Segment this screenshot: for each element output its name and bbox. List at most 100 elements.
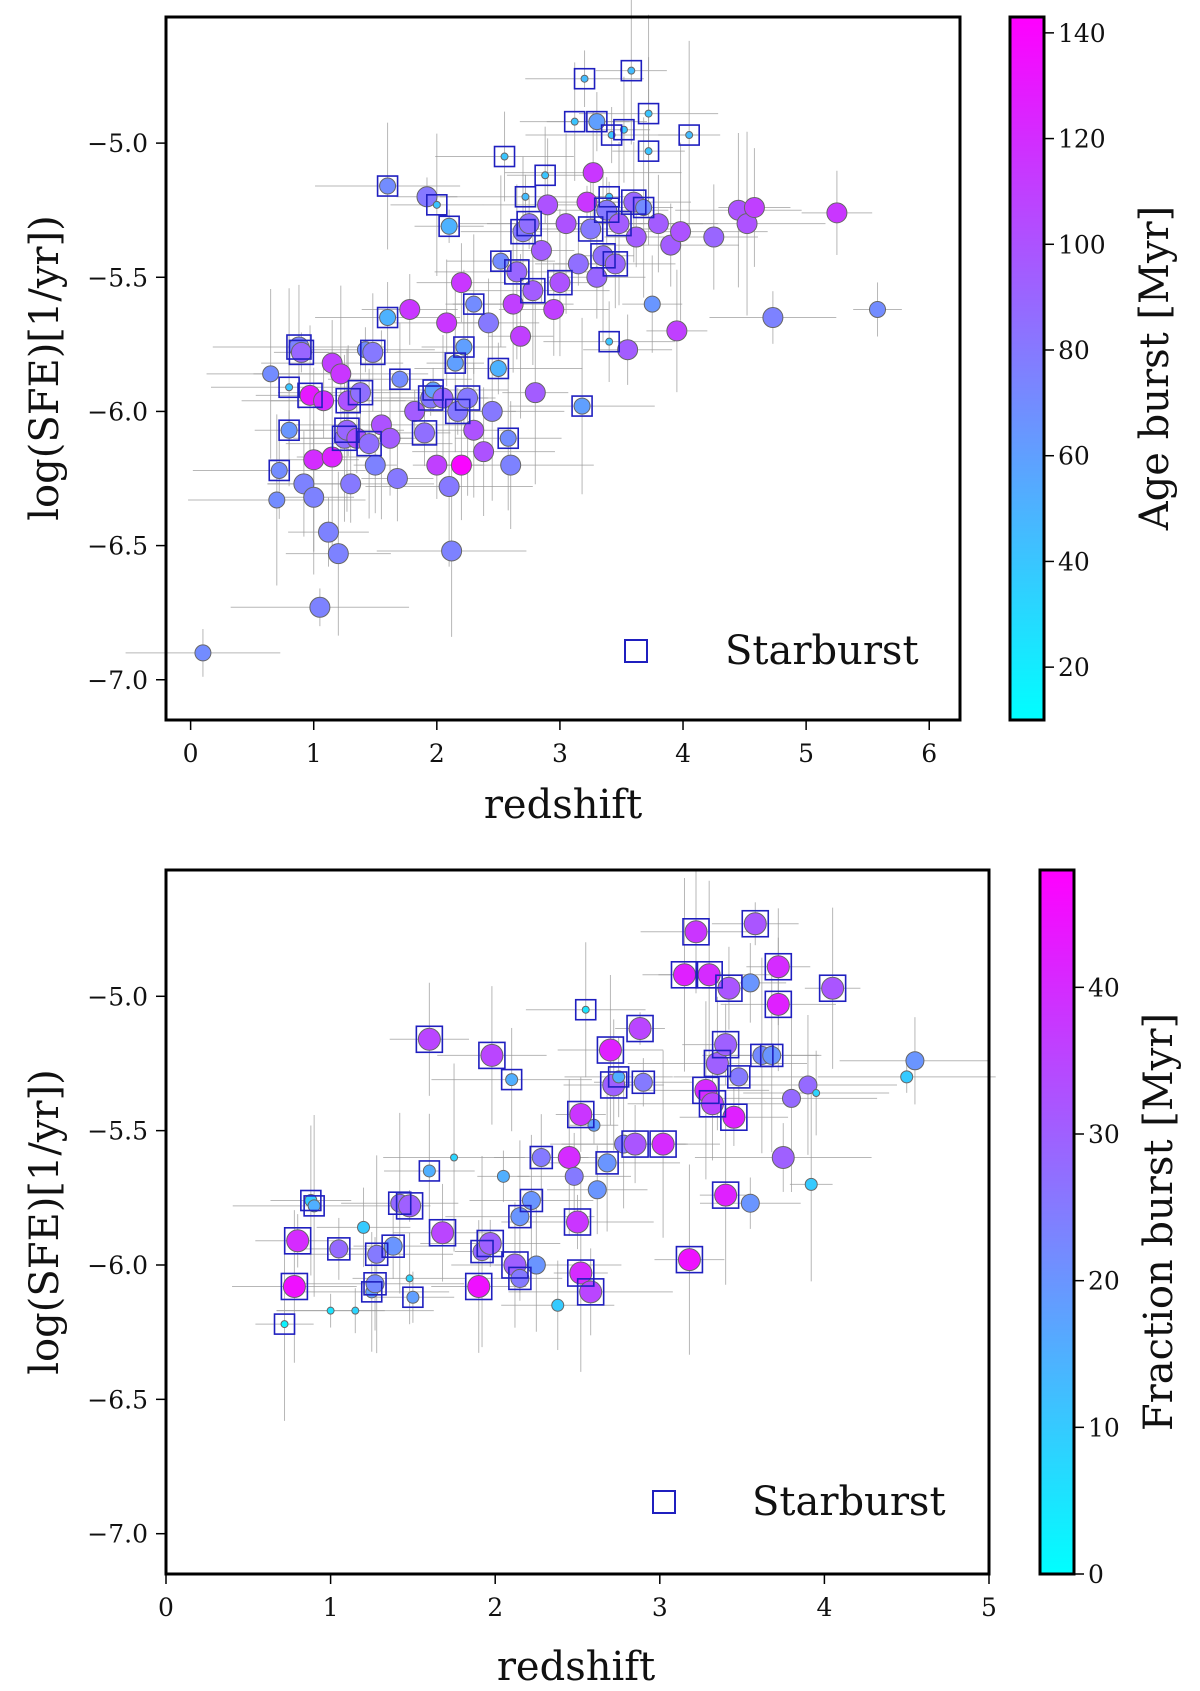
starburst-marker <box>818 974 847 1003</box>
starburst-marker <box>577 216 604 242</box>
data-point <box>605 337 614 346</box>
data-point <box>605 192 614 201</box>
data-point <box>766 955 790 979</box>
data-point <box>643 295 661 313</box>
data-point <box>379 309 397 327</box>
starburst-marker <box>288 339 315 366</box>
data-point <box>581 1005 590 1014</box>
starburst-marker <box>519 1188 544 1213</box>
x-tick-label: 1 <box>323 1593 339 1622</box>
data-point <box>327 543 349 565</box>
data-point <box>285 383 294 392</box>
data-point <box>268 491 286 509</box>
data-point <box>869 300 887 318</box>
data-point <box>379 177 397 195</box>
data-point <box>766 992 790 1016</box>
data-point <box>362 341 384 363</box>
starburst-marker <box>418 1160 441 1182</box>
starburst-marker <box>376 306 399 329</box>
colorbar-gradient <box>1038 868 1076 1576</box>
colorbar-gradient <box>1008 15 1046 722</box>
x-axis-ticks: 0 1 2 3 4 5 <box>158 1574 997 1622</box>
starburst-marker <box>280 1272 309 1301</box>
data-point <box>617 339 639 361</box>
data-point <box>489 360 507 377</box>
x-tick-label: 3 <box>552 739 568 768</box>
data-point <box>826 202 848 224</box>
data-point <box>573 397 591 415</box>
starburst-marker <box>476 1229 505 1258</box>
starburst-marker <box>514 185 537 208</box>
data-point <box>743 197 765 219</box>
data-point <box>524 382 546 404</box>
data-point <box>569 1103 593 1127</box>
data-point <box>500 454 522 476</box>
y-axis-label: log(SFE)[1/yr]) <box>22 1069 68 1375</box>
starburst-marker <box>278 376 300 399</box>
colorbar-label: Age burst [Myr] <box>1132 206 1178 532</box>
starburst-marker <box>297 382 323 409</box>
legend: Starburst <box>624 628 919 674</box>
starburst-marker <box>444 398 471 425</box>
fraction-burst-panel: 0 1 2 3 4 5 −7.0 −6.5 −6.0 −5.5 −5.0 redshift log… <box>22 868 1182 1690</box>
starburst-marker <box>602 251 629 277</box>
starburst-marker <box>497 427 520 450</box>
data-point <box>414 422 436 444</box>
y-tick-label: −6.5 <box>87 532 148 561</box>
starburst-marker <box>500 1068 523 1091</box>
x-tick-label: 2 <box>487 1593 503 1622</box>
starburst-marker <box>741 909 770 938</box>
data-point <box>463 419 485 441</box>
data-point <box>340 473 362 495</box>
data-point <box>677 1248 701 1272</box>
y-tick-label: −6.0 <box>87 1251 148 1280</box>
data-point <box>635 199 653 217</box>
data-point <box>579 1280 603 1304</box>
colorbar: 0 10 20 30 40 Fraction burst [Myr] <box>1038 868 1182 1589</box>
starburst-marker <box>764 952 793 981</box>
colorbar: 20 40 60 80 100 120 140 Age burst [Myr] <box>1008 15 1178 722</box>
data-point <box>762 1045 782 1065</box>
starburst-marker <box>626 1014 654 1043</box>
data-point <box>426 454 448 476</box>
data-point <box>478 312 500 334</box>
data-point <box>386 468 408 490</box>
data-point <box>450 272 472 294</box>
starburst-marker <box>516 210 542 237</box>
starburst-marker <box>327 1237 351 1261</box>
data-point <box>531 1148 551 1168</box>
data-point <box>633 1072 653 1092</box>
y-axis-ticks: −7.0 −6.5 −6.0 −5.5 −5.0 <box>87 982 166 1549</box>
y-tick-label: −6.5 <box>87 1385 148 1414</box>
y-tick-label: −5.5 <box>87 1117 148 1146</box>
colorbar-tick-label: 80 <box>1058 336 1090 365</box>
starburst-marker <box>389 368 411 391</box>
data-point <box>357 1220 371 1234</box>
y-tick-label: −7.0 <box>87 666 148 695</box>
data-point <box>286 1229 310 1253</box>
starburst-marker <box>637 102 660 125</box>
starburst-marker <box>356 430 382 457</box>
starburst-marker <box>727 1065 751 1089</box>
data-point <box>557 1146 581 1170</box>
starburst-marker <box>621 1130 649 1158</box>
starburst-marker <box>504 259 530 285</box>
starburst-marker <box>715 974 743 1003</box>
data-point <box>431 1221 455 1245</box>
starburst-marker <box>631 1070 656 1095</box>
data-point <box>905 1051 925 1071</box>
legend-marker <box>624 639 648 663</box>
data-point <box>467 1274 491 1298</box>
starburst-marker <box>574 998 597 1021</box>
colorbar-ticks: 20 40 60 80 100 120 140 <box>1044 19 1106 682</box>
data-point <box>598 1038 622 1062</box>
data-point <box>351 1306 360 1315</box>
starburst-marker <box>606 210 632 237</box>
starburst-marker <box>571 395 593 417</box>
data-point <box>612 1070 626 1084</box>
data-point <box>432 200 441 209</box>
starburst-marker <box>286 334 312 360</box>
data-point <box>383 1236 403 1256</box>
data-point <box>455 338 473 356</box>
data-point <box>521 192 530 201</box>
